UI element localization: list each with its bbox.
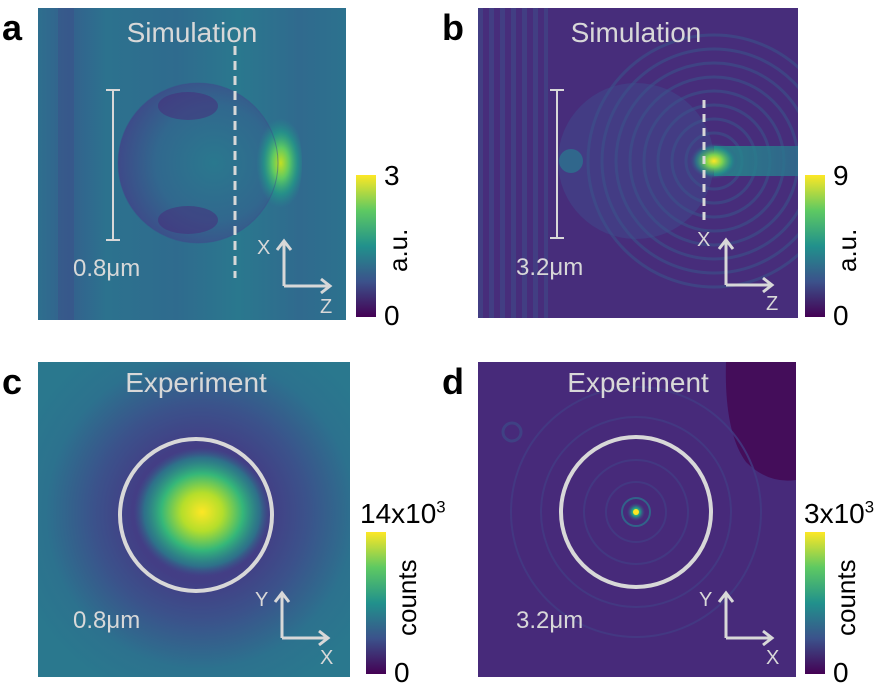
- colorbar-label-c: counts: [392, 559, 422, 636]
- colorbar-min-d: 0: [833, 657, 849, 688]
- axis-label-vertical-a: X: [257, 237, 270, 259]
- panel-title-c: Experiment: [125, 367, 267, 398]
- simulation-map-b: Simulation 3.2μm X Z: [478, 8, 798, 318]
- colorbar-min-a: 0: [384, 300, 400, 331]
- colorbar-label-d: counts: [831, 559, 861, 636]
- aperture-circle-d: [559, 435, 713, 589]
- axis-label-vertical-b: X: [697, 229, 710, 251]
- experiment-image-d: Experiment 3.2μm Y X: [478, 362, 796, 677]
- scale-label-b: 3.2μm: [516, 254, 583, 281]
- experiment-map-d: Experiment 3.2μm Y X: [478, 362, 796, 677]
- colorbar-max-b: 9: [833, 160, 849, 191]
- simulation-image-a: Simulation 0.8μm X Z: [38, 8, 346, 320]
- colorbar-a: [356, 175, 376, 317]
- colorbar-max-a: 3: [384, 160, 400, 191]
- axis-arrows-a: [275, 238, 333, 295]
- colorbar-max-c: 14x103: [360, 497, 446, 529]
- panel-letter-b: b: [442, 7, 464, 48]
- axis-label-horizontal-d: X: [766, 647, 779, 669]
- axis-label-horizontal-c: X: [320, 647, 333, 669]
- axis-arrows-c: [273, 590, 331, 647]
- colorbar-min-c: 0: [394, 657, 410, 688]
- colorbar-min-b: 0: [833, 300, 849, 331]
- axis-label-vertical-c: Y: [255, 589, 268, 611]
- scale-label-c: 0.8μm: [73, 607, 140, 634]
- axis-label-horizontal-a: Z: [320, 296, 332, 318]
- colorbar-max-d: 3x103: [804, 497, 875, 529]
- colorbar-c: [366, 532, 386, 674]
- panel-title-d: Experiment: [567, 367, 709, 398]
- colorbar-label-b: a.u.: [832, 228, 862, 272]
- panel-letter-a: a: [2, 7, 23, 48]
- axis-arrows-d: [717, 590, 775, 647]
- panel-title-b: Simulation: [571, 17, 702, 48]
- axis-label-vertical-d: Y: [699, 589, 712, 611]
- scale-label-a: 0.8μm: [73, 255, 140, 282]
- panel-letter-d: d: [442, 361, 464, 402]
- panel-title-a: Simulation: [127, 17, 258, 48]
- colorbar-d: [805, 532, 825, 674]
- panel-letter-c: c: [2, 361, 23, 402]
- experiment-map-c: Experiment 0.8μm Y X: [38, 362, 350, 677]
- simulation-map-a: Simulation 0.8μm X Z: [38, 8, 346, 320]
- aperture-circle-c: [118, 437, 274, 593]
- scale-label-d: 3.2μm: [516, 607, 583, 634]
- axis-arrows-b: [717, 237, 775, 294]
- simulation-image-b: Simulation 3.2μm X Z: [478, 8, 798, 318]
- axis-label-horizontal-b: Z: [766, 293, 778, 315]
- colorbar-label-a: a.u.: [383, 228, 413, 272]
- colorbar-b: [805, 175, 825, 317]
- experiment-image-c: Experiment 0.8μm Y X: [38, 362, 350, 677]
